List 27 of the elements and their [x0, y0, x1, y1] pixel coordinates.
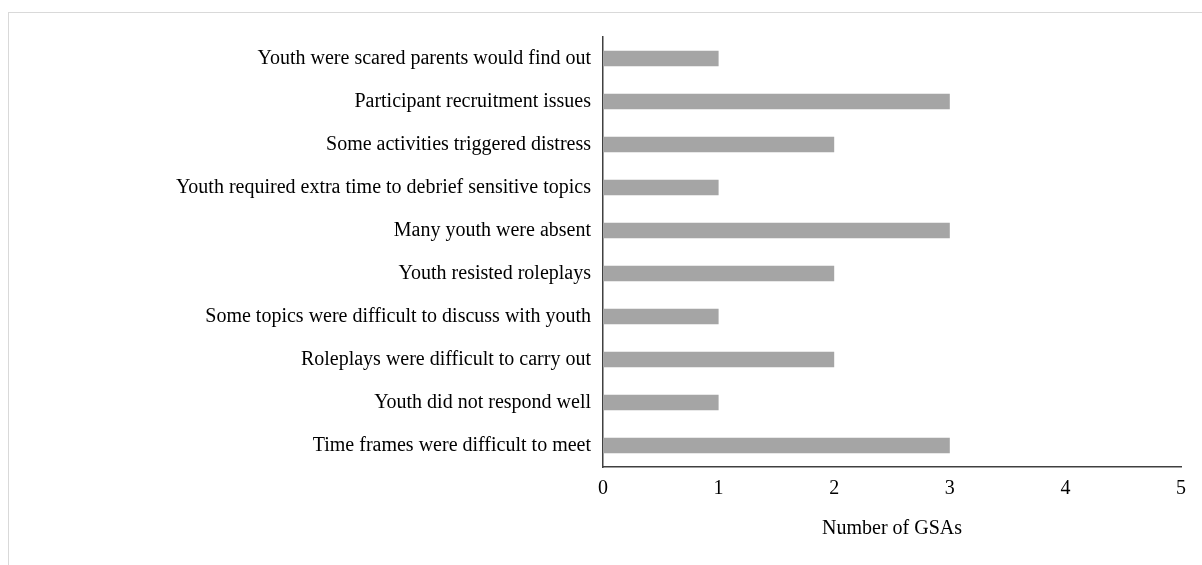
y-tick-label: Some topics were difficult to discuss with youth	[205, 303, 591, 327]
x-tick-label: 2	[829, 476, 840, 499]
y-tick-label: Youth were scared parents would find out	[257, 45, 592, 69]
bar	[603, 308, 719, 325]
x-tick-label: 4	[1060, 476, 1071, 499]
y-tick-label: Some activities triggered distress	[326, 131, 592, 155]
bar	[603, 136, 835, 153]
bar	[603, 50, 719, 67]
y-tick-label: Time frames were difficult to meet	[312, 432, 592, 455]
bar	[603, 351, 835, 368]
y-tick-label: Youth required extra time to debrief sensitive topics	[175, 174, 592, 198]
x-tick-label: 5	[1176, 476, 1186, 499]
bar	[603, 265, 835, 282]
y-tick-label: Many youth were absent	[393, 217, 592, 241]
bar	[603, 437, 950, 454]
y-tick-label: Participant recruitment issues	[354, 88, 592, 112]
bar	[603, 179, 719, 196]
bar	[603, 222, 950, 239]
bar	[603, 394, 719, 411]
x-tick-label: 3	[944, 476, 955, 499]
x-axis-title: Number of GSAs	[822, 516, 963, 539]
y-tick-label: Youth resisted roleplays	[398, 260, 592, 284]
bar	[603, 93, 950, 110]
x-tick-label: 1	[713, 476, 724, 499]
y-tick-label: Roleplays were difficult to carry out	[300, 346, 592, 370]
x-tick-label: 0	[598, 476, 608, 499]
y-tick-label: Youth did not respond well	[374, 389, 592, 413]
